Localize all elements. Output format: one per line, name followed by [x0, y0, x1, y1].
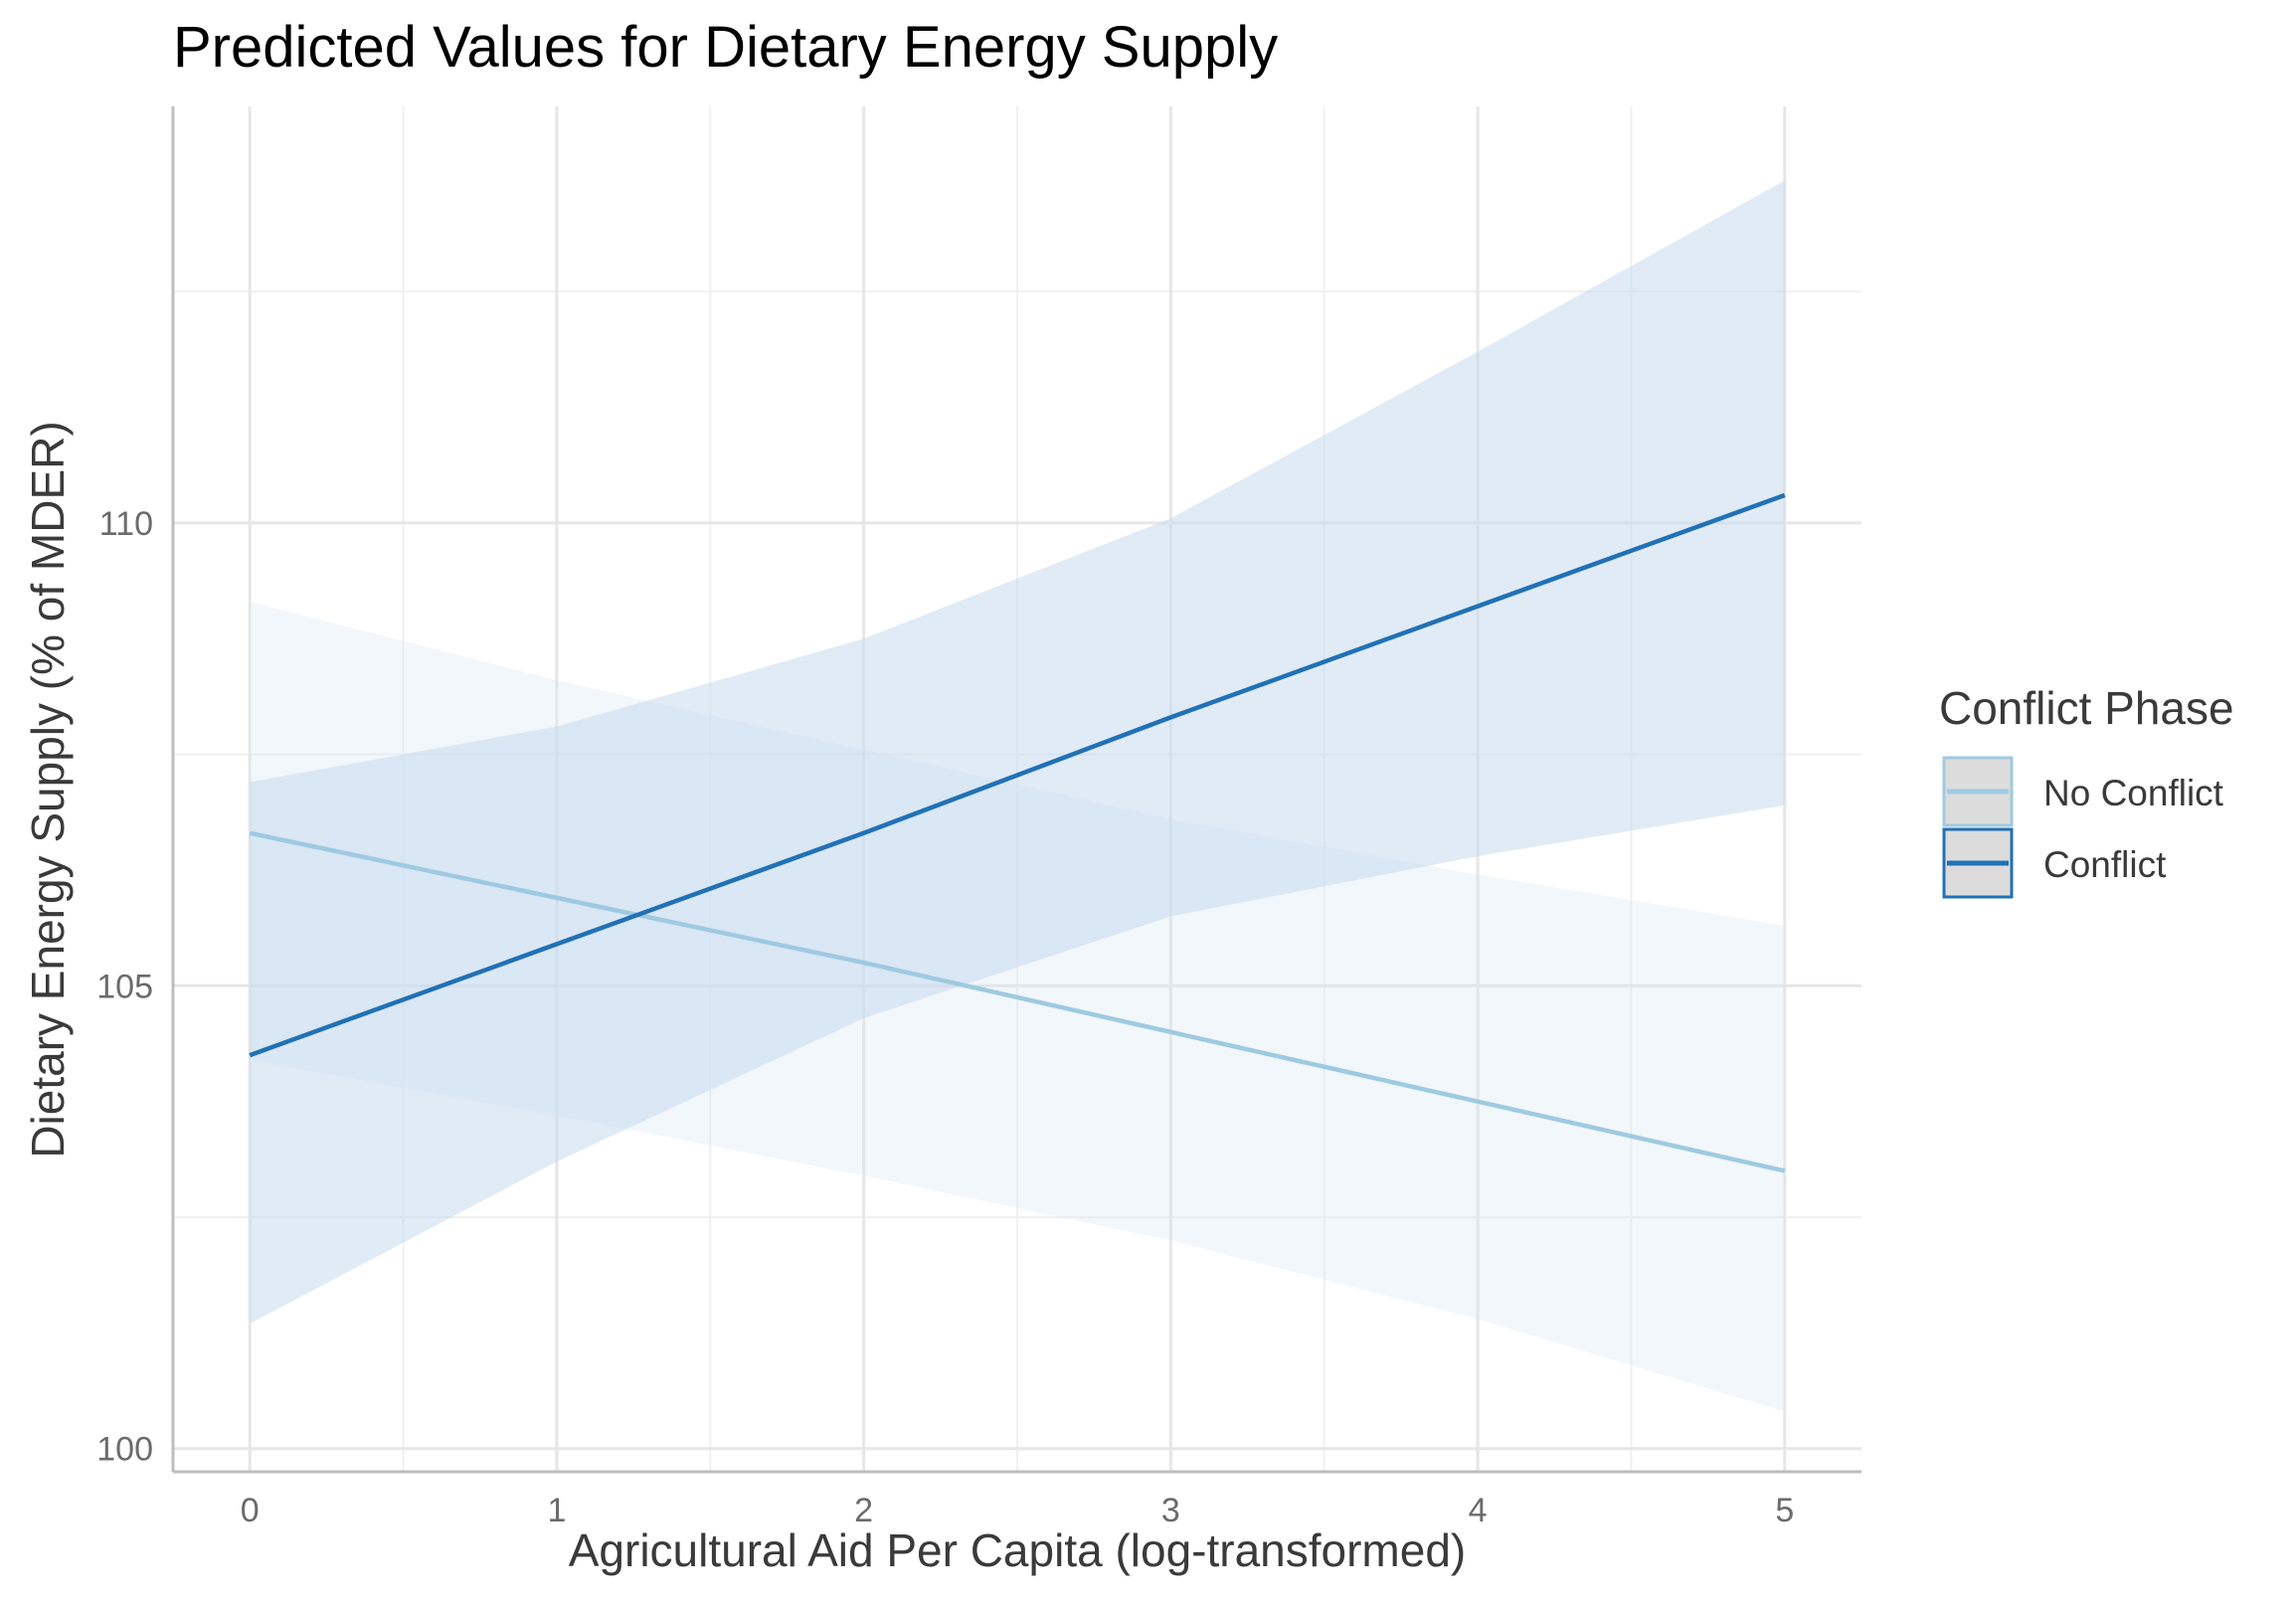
x-tick-label-4: 4 — [1469, 1492, 1488, 1529]
legend: Conflict Phase No Conflict Conflict — [1939, 682, 2234, 899]
y-axis-title: Dietary Energy Supply (% of MDER) — [22, 421, 74, 1158]
y-tick-label-1: 105 — [96, 968, 153, 1005]
tick-labels: 0 1 2 3 4 5 100 105 110 — [96, 505, 1794, 1529]
x-tick-label-3: 3 — [1161, 1492, 1180, 1529]
ribbon-conflict — [250, 180, 1785, 1325]
line-conflict — [249, 492, 1786, 1058]
legend-label-conflict: Conflict — [2043, 844, 2167, 885]
x-axis-title: Agricultural Aid Per Capita (log-transfo… — [569, 1524, 1466, 1576]
confidence-ribbons — [250, 180, 1785, 1412]
x-tick-label-5: 5 — [1775, 1492, 1794, 1529]
line-no-conflict — [249, 830, 1786, 1173]
y-tick-label-2: 110 — [99, 505, 153, 543]
x-tick-label-2: 2 — [854, 1492, 873, 1529]
series-lines — [249, 492, 1786, 1173]
legend-label-no-conflict: No Conflict — [2043, 773, 2224, 813]
x-tick-label-0: 0 — [241, 1492, 260, 1529]
legend-items: No Conflict Conflict — [1942, 756, 2224, 899]
axes — [171, 106, 1861, 1474]
y-tick-label-0: 100 — [96, 1431, 153, 1469]
legend-title: Conflict Phase — [1939, 682, 2234, 734]
x-tick-label-1: 1 — [547, 1492, 566, 1529]
chart-title: Predicted Values for Dietary Energy Supp… — [173, 15, 1278, 80]
